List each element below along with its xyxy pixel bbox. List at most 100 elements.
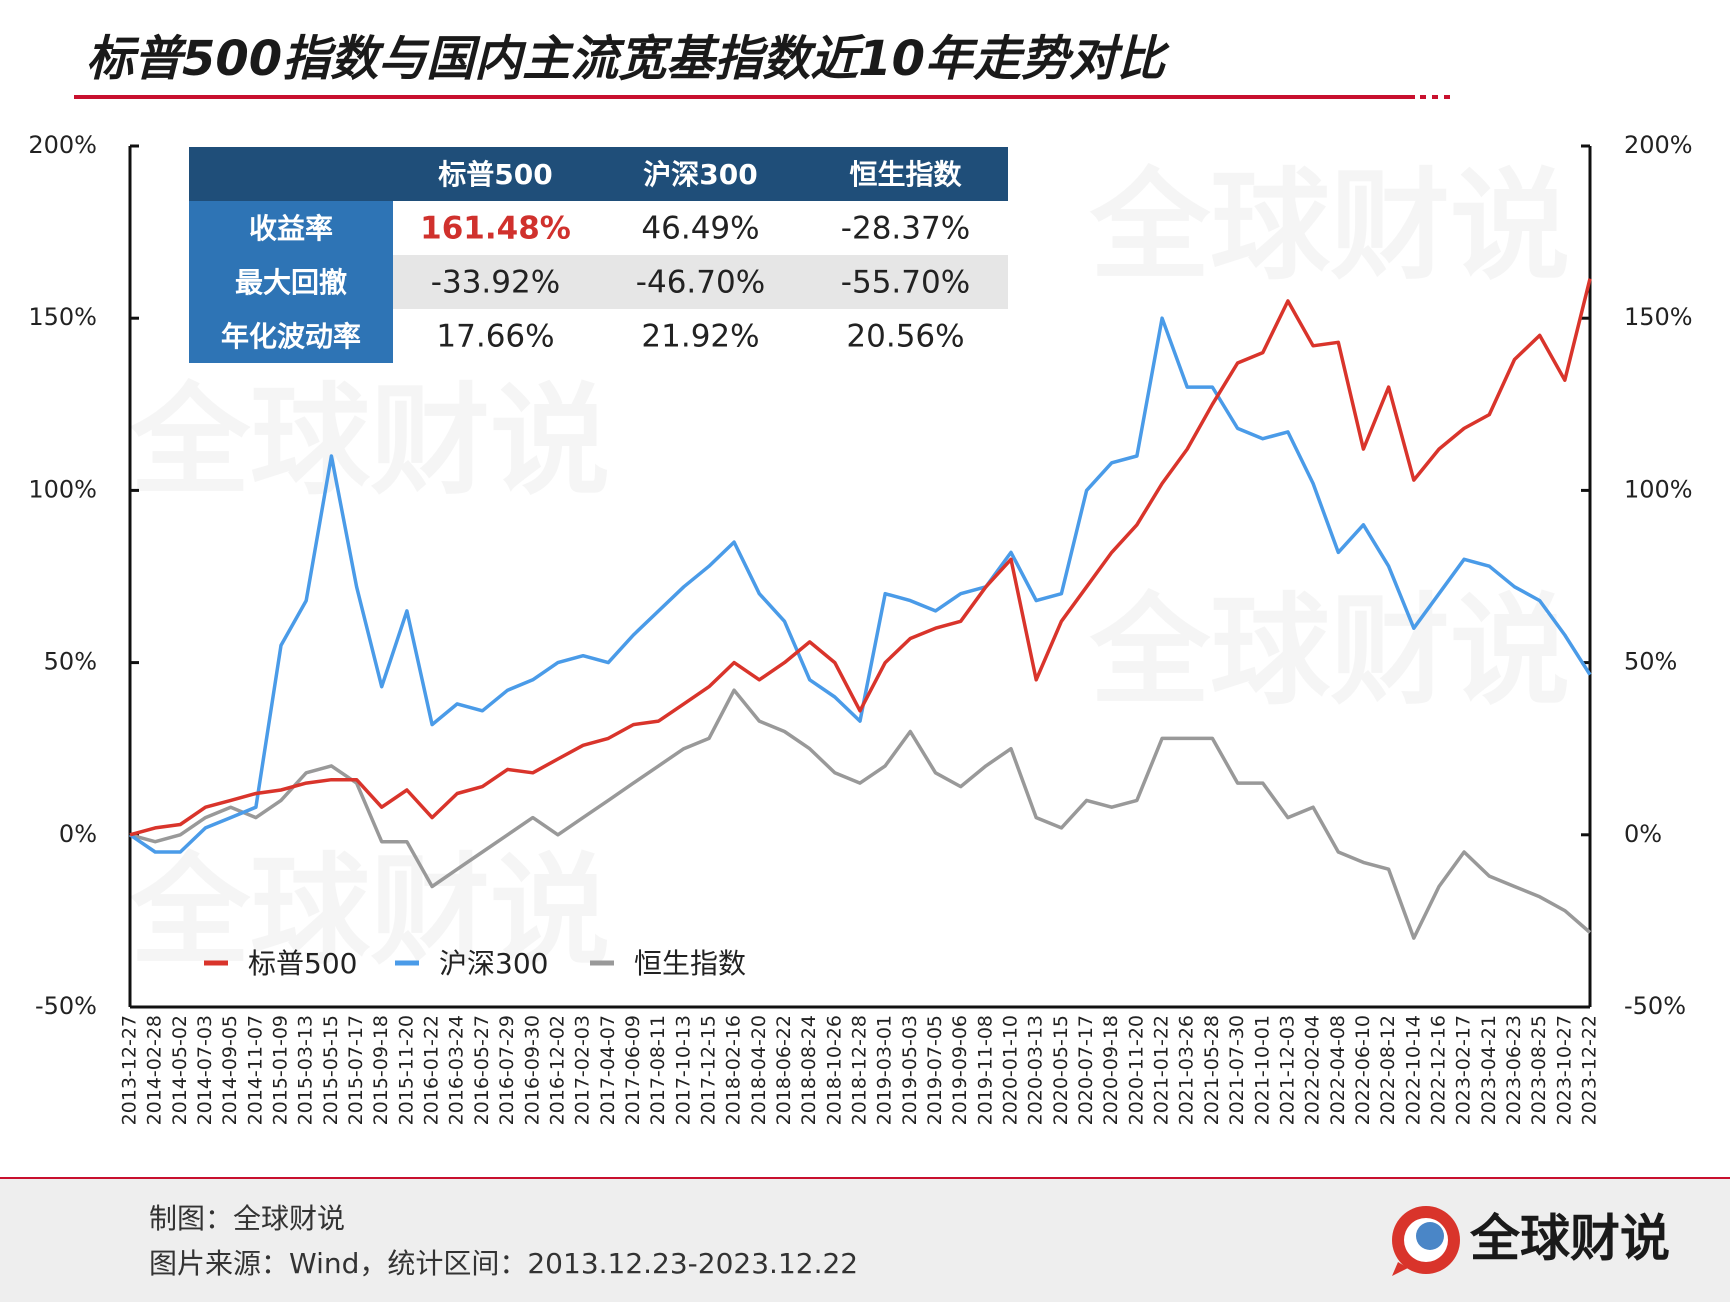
y2-tick-label: 150% — [1624, 303, 1693, 331]
table-header: 沪深300 — [643, 158, 757, 191]
x-tick-label: 2014-07-03 — [194, 1015, 216, 1125]
x-tick-label: 2022-12-16 — [1427, 1015, 1449, 1125]
x-tick-label: 2019-11-08 — [974, 1015, 996, 1125]
x-tick-label: 2022-06-10 — [1352, 1015, 1374, 1125]
y2-tick-label: -50% — [1624, 992, 1686, 1020]
x-tick-label: 2015-07-17 — [345, 1015, 367, 1125]
series-line — [129, 278, 1592, 837]
watermark: 全球财说 — [1089, 158, 1570, 297]
x-tick-label: 2018-08-24 — [798, 1015, 820, 1125]
table-header-bg — [189, 147, 1008, 201]
footer-credit: 制图：全球财说 — [149, 1202, 345, 1235]
x-tick-label: 2017-08-11 — [647, 1015, 669, 1125]
x-tick-label: 2023-08-25 — [1528, 1015, 1550, 1125]
series-line — [129, 316, 1592, 854]
table-cell: 161.48% — [420, 211, 571, 247]
x-tick-label: 2020-07-17 — [1075, 1015, 1097, 1125]
x-tick-label: 2023-02-17 — [1453, 1015, 1475, 1125]
x-tick-label: 2016-01-22 — [421, 1015, 443, 1125]
table-row-label: 收益率 — [249, 212, 333, 245]
y-tick-label: 150% — [28, 303, 97, 331]
x-tick-label: 2020-11-20 — [1125, 1015, 1147, 1125]
table-row-label: 年化波动率 — [221, 320, 361, 353]
x-tick-label: 2017-06-09 — [622, 1015, 644, 1125]
table-header: 标普500 — [438, 158, 552, 191]
x-tick-label: 2017-02-03 — [572, 1015, 594, 1125]
x-tick-label: 2021-12-03 — [1276, 1015, 1298, 1125]
y2-tick-label: 200% — [1624, 131, 1693, 159]
x-tick-label: 2023-10-27 — [1553, 1015, 1575, 1125]
x-tick-label: 2017-10-13 — [672, 1015, 694, 1125]
legend-label: 标普500 — [248, 947, 357, 980]
legend-label: 恒生指数 — [634, 947, 746, 980]
x-tick-label: 2016-03-24 — [446, 1015, 468, 1125]
x-tick-label: 2023-06-23 — [1503, 1015, 1525, 1125]
watermark: 全球财说 — [129, 373, 610, 512]
x-tick-label: 2021-07-30 — [1226, 1015, 1248, 1125]
table-row-label-bg — [189, 309, 393, 363]
x-tick-label: 2018-12-28 — [849, 1015, 871, 1125]
footer-source: 图片来源：Wind，统计区间：2013.12.23-2023.12.22 — [149, 1247, 858, 1280]
logo-text: 全球财说 — [1469, 1210, 1670, 1268]
x-tick-label: 2019-09-06 — [949, 1015, 971, 1125]
table-cell: 17.66% — [436, 319, 554, 355]
x-tick-label: 2022-04-08 — [1327, 1015, 1349, 1125]
x-tick-label: 2020-01-10 — [1000, 1015, 1022, 1125]
x-tick-label: 2022-08-12 — [1377, 1015, 1399, 1125]
x-tick-label: 2017-12-15 — [697, 1015, 719, 1125]
series-line — [129, 688, 1592, 940]
logo-icon — [1392, 1206, 1460, 1276]
table-row-bg — [393, 255, 1008, 309]
x-tick-label: 2020-05-15 — [1050, 1015, 1072, 1125]
table-cell: -55.70% — [841, 265, 970, 301]
table-row-label: 最大回撤 — [235, 266, 347, 299]
table-cell: 21.92% — [641, 319, 759, 355]
x-tick-label: 2021-10-01 — [1251, 1015, 1273, 1125]
x-tick-label: 2021-01-22 — [1151, 1015, 1173, 1125]
y2-tick-label: 100% — [1624, 475, 1693, 503]
x-tick-label: 2013-12-27 — [119, 1015, 141, 1125]
x-tick-label: 2018-04-20 — [748, 1015, 770, 1125]
x-tick-label: 2023-12-22 — [1579, 1015, 1601, 1125]
x-tick-label: 2019-07-05 — [924, 1015, 946, 1125]
y2-tick-label: 50% — [1624, 648, 1677, 676]
x-tick-label: 2015-01-09 — [270, 1015, 292, 1125]
x-tick-label: 2015-05-15 — [320, 1015, 342, 1125]
x-tick-label: 2020-03-13 — [1025, 1015, 1047, 1125]
x-tick-label: 2023-04-21 — [1478, 1015, 1500, 1125]
table-cell: 20.56% — [846, 319, 964, 355]
x-tick-label: 2014-11-07 — [244, 1015, 266, 1125]
watermark: 全球财说 — [1089, 583, 1570, 722]
x-tick-label: 2019-05-03 — [899, 1015, 921, 1125]
x-tick-label: 2018-02-16 — [723, 1015, 745, 1125]
y-tick-label: 200% — [28, 131, 97, 159]
table-cell: -28.37% — [841, 211, 970, 247]
x-tick-label: 2020-09-18 — [1100, 1015, 1122, 1125]
x-tick-label: 2017-04-07 — [597, 1015, 619, 1125]
x-tick-label: 2014-05-02 — [169, 1015, 191, 1125]
x-tick-label: 2015-11-20 — [395, 1015, 417, 1125]
x-tick-label: 2018-06-22 — [773, 1015, 795, 1125]
y2-tick-label: 0% — [1624, 820, 1662, 848]
table-header: 恒生指数 — [849, 158, 962, 191]
table-cell: -33.92% — [431, 265, 560, 301]
y-tick-label: 50% — [44, 648, 97, 676]
x-tick-label: 2022-02-04 — [1302, 1015, 1324, 1125]
table-cell: -46.70% — [636, 265, 765, 301]
table-cell: 46.49% — [641, 211, 759, 247]
y-tick-label: -50% — [35, 992, 97, 1020]
x-tick-label: 2016-05-27 — [471, 1015, 493, 1125]
x-tick-label: 2016-12-02 — [546, 1015, 568, 1125]
x-tick-label: 2021-05-28 — [1201, 1015, 1223, 1125]
x-tick-label: 2014-02-28 — [144, 1015, 166, 1125]
x-tick-label: 2014-09-05 — [219, 1015, 241, 1125]
x-tick-label: 2018-10-26 — [823, 1015, 845, 1125]
x-tick-label: 2016-09-30 — [521, 1015, 543, 1125]
table-row-label-bg — [189, 255, 393, 309]
table-row-label-bg — [189, 201, 393, 255]
x-tick-label: 2015-03-13 — [295, 1015, 317, 1125]
x-tick-label: 2022-10-14 — [1402, 1015, 1424, 1125]
legend-label: 沪深300 — [439, 947, 548, 980]
